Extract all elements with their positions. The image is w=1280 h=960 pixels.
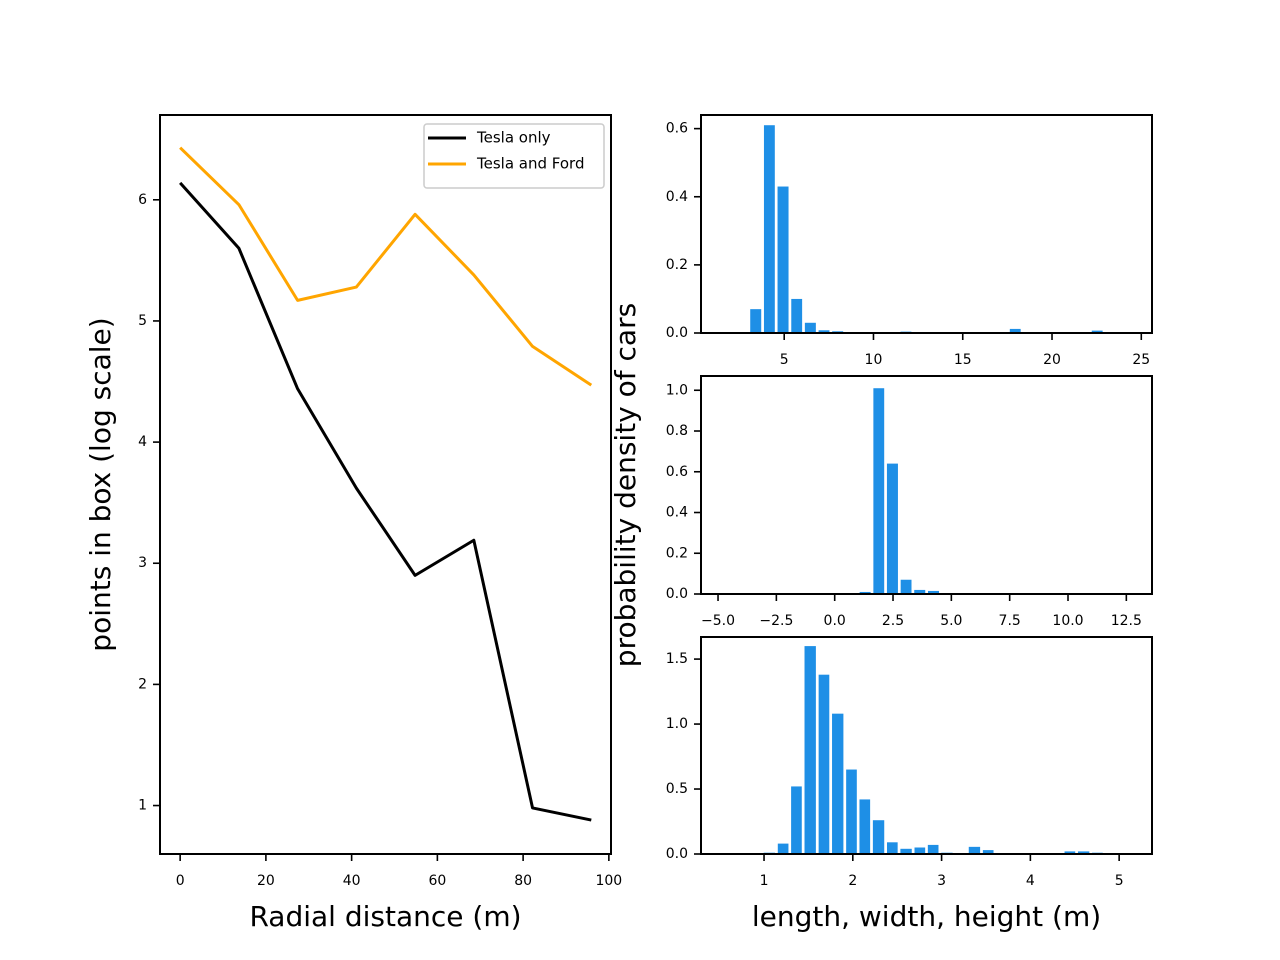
x-tick-label: 20	[1043, 352, 1061, 368]
y-tick-label: 0.4	[666, 189, 688, 205]
histogram-bar	[927, 844, 939, 854]
histogram-bar	[859, 591, 871, 594]
histogram-bar	[763, 125, 775, 333]
x-tick-label: 60	[428, 873, 446, 889]
histogram-bar	[968, 846, 981, 854]
axes-frame	[700, 114, 1153, 334]
axes-frame	[700, 375, 1153, 595]
histogram-bar	[914, 847, 926, 854]
x-tick-label: 1	[760, 873, 769, 889]
line-series	[179, 181, 592, 822]
y-tick-label: 6	[138, 192, 147, 208]
y-axis-label: points in box (log scale)	[84, 317, 117, 651]
histogram-bar	[832, 713, 844, 854]
histogram-bar	[1064, 851, 1076, 854]
histogram-bar	[777, 843, 789, 854]
histogram-bar	[1091, 330, 1103, 333]
y-tick-label: 2	[138, 676, 147, 692]
x-tick-label: 20	[257, 873, 275, 889]
legend: Tesla only Tesla and Ford	[423, 123, 605, 189]
y-tick-label: 3	[138, 555, 147, 571]
x-tick-label: 7.5	[999, 613, 1021, 629]
x-tick-label: 100	[595, 873, 622, 889]
histogram-bar	[1009, 328, 1021, 333]
x-tick-label: 10	[865, 352, 883, 368]
y-tick-label: 0.2	[666, 257, 688, 273]
x-tick-label: 25	[1132, 352, 1150, 368]
y-tick-label: 0.0	[666, 846, 688, 862]
x-axis-label: length, width, height (m)	[752, 900, 1101, 933]
histogram-bar	[1077, 851, 1090, 854]
histogram-bar	[886, 463, 898, 594]
legend-label: Tesla and Ford	[476, 155, 584, 173]
histogram-bar	[900, 848, 912, 854]
histogram-bar	[818, 330, 830, 333]
y-tick-label: 1.0	[666, 716, 688, 732]
y-tick-label: 0.0	[666, 325, 688, 341]
histogram-bar	[846, 769, 857, 854]
histogram-bar	[873, 388, 885, 594]
y-tick-label: 0.8	[666, 423, 688, 439]
y-tick-label: 1.5	[666, 651, 688, 667]
x-tick-label: 15	[954, 352, 972, 368]
histogram-bar	[777, 186, 789, 333]
y-tick-label: 5	[138, 313, 147, 329]
y-tick-label: 0.4	[666, 505, 688, 521]
histogram-bar	[791, 298, 803, 333]
x-tick-label: 3	[937, 873, 946, 889]
histogram-bar	[900, 579, 912, 594]
histogram-bar	[872, 820, 885, 854]
x-tick-label: 12.5	[1111, 613, 1142, 629]
x-tick-label: 10.0	[1052, 613, 1083, 629]
axes-frame	[700, 636, 1153, 855]
x-tick-label: 5	[1115, 873, 1124, 889]
histogram-bar	[927, 590, 940, 594]
histogram-bar	[791, 786, 802, 854]
y-tick-label: 1	[138, 798, 147, 814]
legend-frame	[423, 123, 605, 189]
y-tick-label: 0.0	[666, 586, 688, 602]
x-tick-label: 80	[514, 873, 532, 889]
y-tick-label: 4	[138, 434, 147, 450]
histogram-bar	[818, 674, 830, 854]
x-tick-label: 4	[1026, 873, 1035, 889]
axes-frame	[159, 114, 612, 855]
histogram-bar	[982, 850, 994, 854]
histogram-bar	[804, 322, 816, 333]
x-tick-label: −2.5	[759, 613, 793, 629]
histogram-bar	[859, 799, 871, 854]
histogram-bar	[804, 646, 816, 854]
x-tick-label: −5.0	[701, 613, 735, 629]
histogram-bar	[750, 309, 762, 333]
y-tick-label: 0.6	[666, 121, 688, 137]
y-tick-label: 0.2	[666, 545, 688, 561]
x-tick-label: 5	[780, 352, 789, 368]
line-series	[179, 146, 593, 387]
x-tick-label: 40	[343, 873, 361, 889]
y-tick-label: 1.0	[666, 382, 688, 398]
y-tick-label: 0.6	[666, 464, 688, 480]
x-tick-label: 2.5	[882, 613, 904, 629]
x-tick-label: 0.0	[824, 613, 846, 629]
x-tick-label: 5.0	[940, 613, 962, 629]
x-tick-label: 2	[848, 873, 857, 889]
x-axis-label: Radial distance (m)	[249, 900, 521, 933]
x-tick-label: 0	[176, 873, 185, 889]
legend-label: Tesla only	[476, 129, 551, 147]
histogram-bar	[886, 842, 898, 854]
histogram-bar	[914, 589, 926, 594]
y-axis-label: probability density of cars	[609, 303, 642, 667]
y-tick-label: 0.5	[666, 781, 688, 797]
